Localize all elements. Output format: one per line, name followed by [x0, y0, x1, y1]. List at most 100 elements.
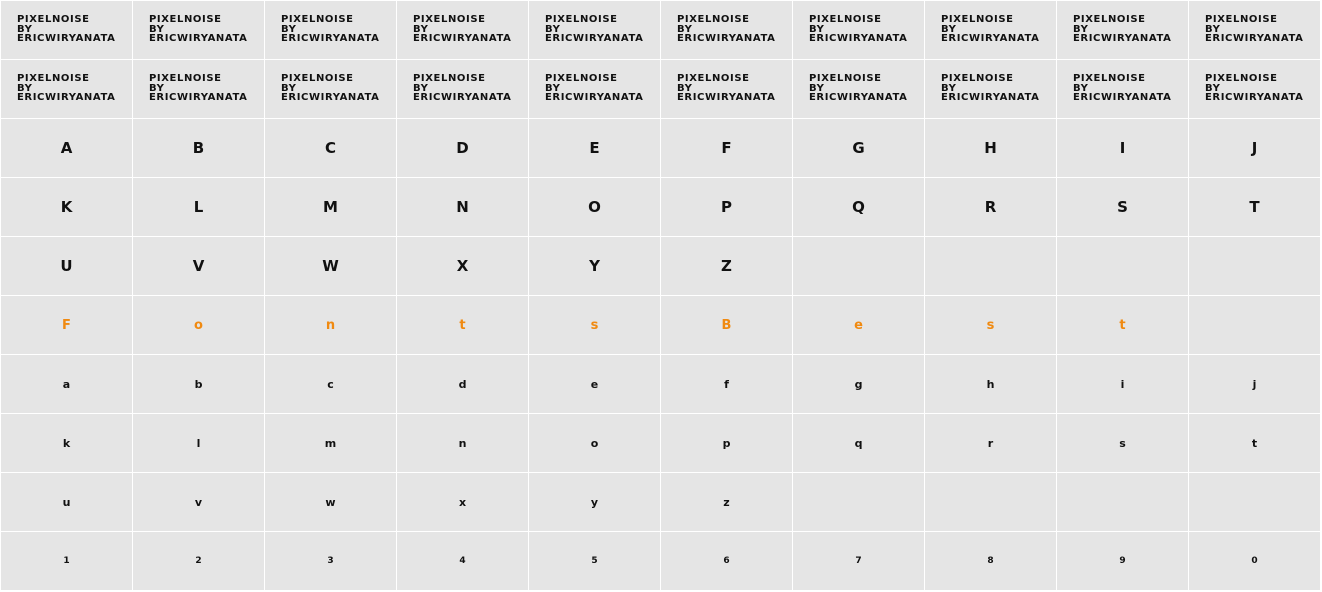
- glyph: k: [62, 436, 71, 450]
- credit-line1: PIXELNOISE: [281, 73, 354, 84]
- glyph-cell: [925, 473, 1056, 531]
- glyph: t: [1119, 317, 1126, 333]
- glyph: p: [722, 436, 731, 450]
- credit-line2: BY: [1073, 23, 1089, 35]
- credit-cell: PIXELNOISE BY ERICWIRYANATA: [1189, 60, 1320, 118]
- credit-line2: BY: [1073, 82, 1089, 94]
- glyph-cell: T: [1189, 178, 1320, 236]
- credit-line2: BY: [677, 23, 693, 35]
- glyph: K: [60, 198, 73, 216]
- credit-line1: PIXELNOISE: [149, 14, 222, 25]
- glyph-cell: K: [1, 178, 132, 236]
- credit-line3: ERICWIRYANATA: [677, 33, 776, 44]
- glyph-cell: a: [1, 355, 132, 413]
- credit-line1: PIXELNOISE: [413, 73, 486, 84]
- credit-text: PIXELNOISE BY ERICWIRYANATA: [281, 74, 379, 103]
- glyph-cell: 0: [1189, 532, 1320, 590]
- credit-line3: ERICWIRYANATA: [545, 33, 644, 44]
- credit-line1: PIXELNOISE: [545, 73, 618, 84]
- credit-line3: ERICWIRYANATA: [1073, 33, 1172, 44]
- glyph-cell: w: [265, 473, 396, 531]
- credit-line2: BY: [413, 23, 429, 35]
- credit-line2: BY: [677, 82, 693, 94]
- glyph-cell: A: [1, 119, 132, 177]
- credit-cell: PIXELNOISE BY ERICWIRYANATA: [925, 60, 1056, 118]
- credit-text: PIXELNOISE BY ERICWIRYANATA: [1205, 74, 1303, 103]
- glyph: v: [194, 495, 203, 509]
- credit-text: PIXELNOISE BY ERICWIRYANATA: [677, 74, 775, 103]
- glyph: Z: [721, 257, 732, 275]
- credit-line2: BY: [1205, 82, 1221, 94]
- credit-text: PIXELNOISE BY ERICWIRYANATA: [545, 15, 643, 44]
- credit-line2: BY: [281, 23, 297, 35]
- credit-line1: PIXELNOISE: [1205, 73, 1278, 84]
- credit-cell: PIXELNOISE BY ERICWIRYANATA: [1, 60, 132, 118]
- credit-line3: ERICWIRYANATA: [941, 92, 1040, 103]
- credit-line2: BY: [149, 23, 165, 35]
- glyph-cell: 7: [793, 532, 924, 590]
- glyph: B: [721, 317, 732, 333]
- glyph-cell: z: [661, 473, 792, 531]
- glyph-cell: k: [1, 414, 132, 472]
- credit-line3: ERICWIRYANATA: [1205, 92, 1304, 103]
- glyph-cell: d: [397, 355, 528, 413]
- credit-text: PIXELNOISE BY ERICWIRYANATA: [677, 15, 775, 44]
- credit-line2: BY: [809, 23, 825, 35]
- credit-line1: PIXELNOISE: [941, 14, 1014, 25]
- glyph: g: [854, 377, 863, 391]
- glyph: G: [852, 139, 865, 157]
- credit-cell: PIXELNOISE BY ERICWIRYANATA: [1189, 1, 1320, 59]
- glyph: Q: [852, 198, 865, 216]
- credit-text: PIXELNOISE BY ERICWIRYANATA: [281, 15, 379, 44]
- glyph: m: [324, 436, 337, 450]
- glyph: 0: [1251, 556, 1258, 566]
- glyph-cell: D: [397, 119, 528, 177]
- credit-line2: BY: [941, 23, 957, 35]
- credit-cell: PIXELNOISE BY ERICWIRYANATA: [397, 60, 528, 118]
- credit-cell: PIXELNOISE BY ERICWIRYANATA: [793, 60, 924, 118]
- credit-line2: BY: [17, 82, 33, 94]
- credit-line1: PIXELNOISE: [809, 14, 882, 25]
- glyph: r: [987, 436, 994, 450]
- glyph-cell: t: [1057, 296, 1188, 354]
- glyph: j: [1252, 377, 1257, 391]
- glyph: V: [192, 257, 205, 275]
- credit-cell: PIXELNOISE BY ERICWIRYANATA: [265, 60, 396, 118]
- glyph: n: [325, 317, 336, 333]
- glyph-cell: 1: [1, 532, 132, 590]
- glyph: 8: [987, 556, 994, 566]
- credit-cell: PIXELNOISE BY ERICWIRYANATA: [661, 1, 792, 59]
- glyph-cell: n: [397, 414, 528, 472]
- credit-line2: BY: [545, 82, 561, 94]
- glyph: N: [456, 198, 469, 216]
- credit-text: PIXELNOISE BY ERICWIRYANATA: [17, 74, 115, 103]
- credit-text: PIXELNOISE BY ERICWIRYANATA: [17, 15, 115, 44]
- glyph-cell: G: [793, 119, 924, 177]
- glyph-cell: e: [793, 296, 924, 354]
- credit-text: PIXELNOISE BY ERICWIRYANATA: [941, 74, 1039, 103]
- glyph: U: [60, 257, 73, 275]
- credit-cell: PIXELNOISE BY ERICWIRYANATA: [265, 1, 396, 59]
- glyph: w: [325, 495, 336, 509]
- credit-line1: PIXELNOISE: [17, 73, 90, 84]
- glyph-cell: o: [133, 296, 264, 354]
- glyph-cell: t: [1189, 414, 1320, 472]
- credit-text: PIXELNOISE BY ERICWIRYANATA: [1073, 74, 1171, 103]
- credit-cell: PIXELNOISE BY ERICWIRYANATA: [1057, 60, 1188, 118]
- glyph-cell: p: [661, 414, 792, 472]
- credit-line2: BY: [413, 82, 429, 94]
- glyph-cell: N: [397, 178, 528, 236]
- credit-cell: PIXELNOISE BY ERICWIRYANATA: [1, 1, 132, 59]
- credit-line1: PIXELNOISE: [1073, 73, 1146, 84]
- glyph-cell: S: [1057, 178, 1188, 236]
- glyph: A: [60, 139, 73, 157]
- credit-line3: ERICWIRYANATA: [1073, 92, 1172, 103]
- credit-line2: BY: [941, 82, 957, 94]
- glyph: h: [986, 377, 995, 391]
- credit-line3: ERICWIRYANATA: [413, 33, 512, 44]
- glyph-cell: u: [1, 473, 132, 531]
- credit-line1: PIXELNOISE: [17, 14, 90, 25]
- glyph-cell: f: [661, 355, 792, 413]
- glyph-cell: H: [925, 119, 1056, 177]
- credit-text: PIXELNOISE BY ERICWIRYANATA: [809, 15, 907, 44]
